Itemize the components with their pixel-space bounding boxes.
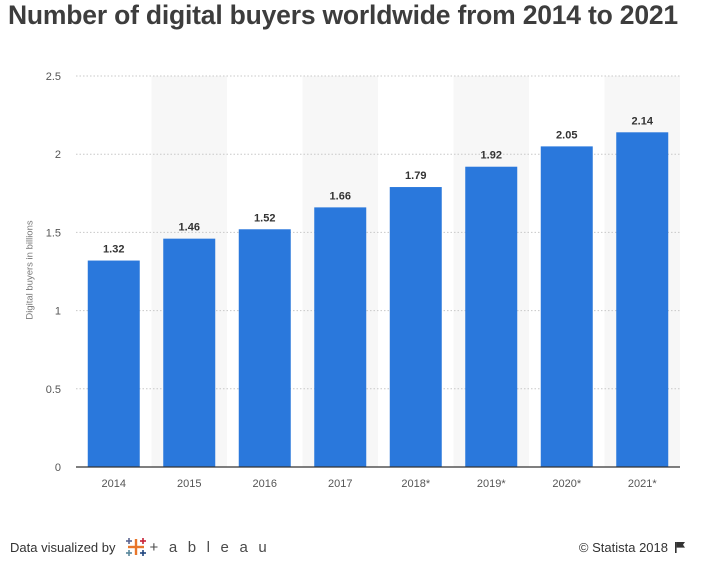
x-tick-label: 2015 [177, 478, 201, 490]
x-tick-label: 2019* [477, 478, 506, 490]
data-label: 2.05 [556, 129, 577, 141]
data-label: 1.32 [103, 244, 124, 256]
bar [163, 238, 216, 467]
bar [87, 260, 140, 467]
bar [616, 132, 669, 467]
x-tick-label: 2014 [102, 478, 126, 490]
bar [238, 229, 291, 467]
bar [465, 166, 518, 467]
data-label: 1.46 [179, 222, 200, 234]
y-tick-label: 1.5 [46, 227, 61, 239]
flag-icon[interactable] [674, 541, 686, 553]
bar [314, 207, 367, 467]
copyright-text: © Statista 2018 [578, 539, 668, 555]
bar [389, 187, 442, 467]
chart-title: Number of digital buyers worldwide from … [8, 0, 678, 30]
data-label: 2.14 [632, 115, 654, 127]
x-tick-label: 2021* [628, 478, 657, 490]
data-label: 1.52 [254, 212, 275, 224]
data-label: 1.66 [330, 190, 351, 202]
y-tick-label: 2 [55, 149, 61, 161]
bar [540, 146, 593, 467]
y-tick-label: 2.5 [46, 71, 61, 83]
x-tick-label: 2016 [253, 478, 277, 490]
y-tick-label: 0.5 [46, 384, 61, 396]
y-tick-label: 0 [55, 462, 61, 474]
data-label: 1.92 [481, 150, 502, 162]
x-tick-label: 2017 [328, 478, 352, 490]
y-axis-label: Digital buyers in billions [24, 220, 36, 320]
visualized-by-text: Data visualized by [10, 539, 116, 555]
bar-chart: 00.511.522.51.3220141.4620151.5220161.66… [46, 71, 680, 490]
tableau-wordmark: + a b l e a u [149, 538, 270, 556]
copyright-notice: © Statista 2018 [579, 536, 686, 558]
tableau-logo-icon[interactable] [124, 535, 148, 559]
data-visualized-by: Data visualized by + a b l e a u [10, 536, 270, 558]
x-tick-label: 2018* [401, 478, 430, 490]
y-tick-label: 1 [55, 306, 61, 318]
data-label: 1.79 [405, 170, 426, 182]
x-tick-label: 2020* [552, 478, 581, 490]
